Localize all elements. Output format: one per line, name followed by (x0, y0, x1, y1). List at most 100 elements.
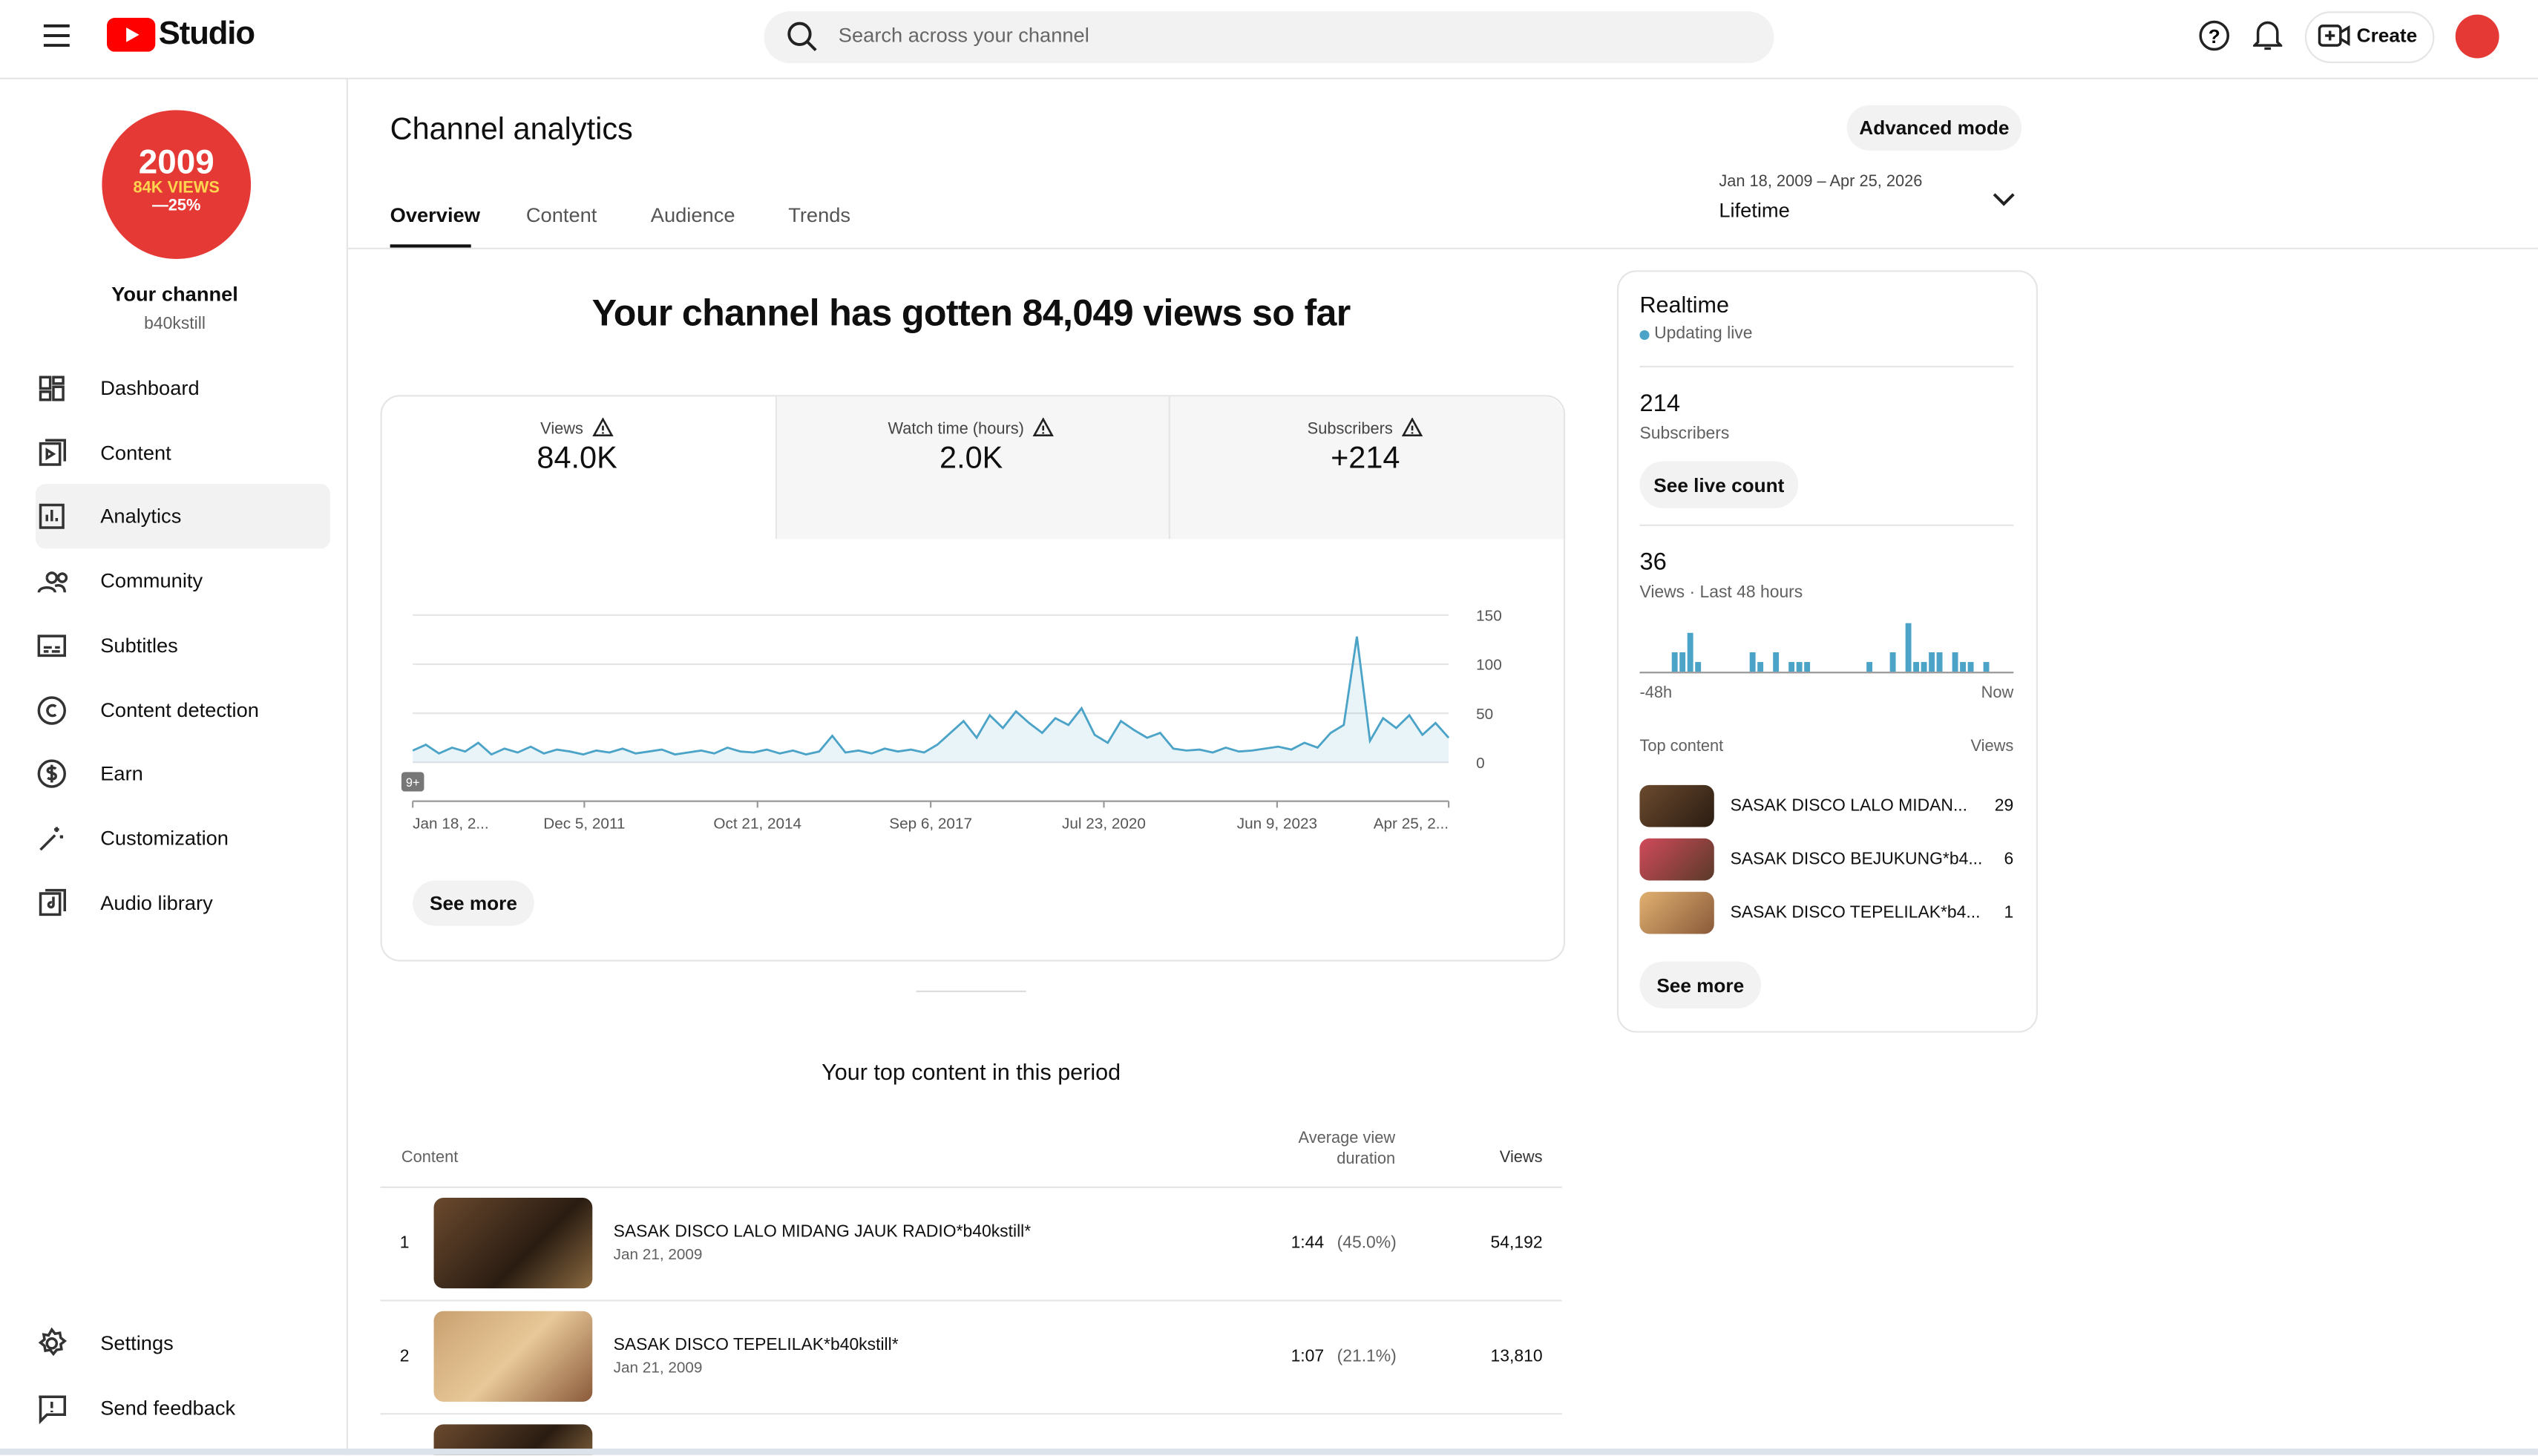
nav-item[interactable]: Content (36, 420, 330, 485)
subscriber-label: Subscribers (1639, 424, 1730, 444)
create-label: Create (2356, 24, 2418, 47)
nav-item[interactable]: Analytics (35, 485, 330, 550)
rank: 2 (399, 1346, 410, 1366)
create-button[interactable] (2304, 11, 2435, 64)
duration: 1:07 (1291, 1346, 1325, 1366)
nav-icon (37, 634, 66, 657)
nav-label: Content (100, 441, 171, 465)
avatar-percent: —25% (151, 197, 201, 216)
channel-handle: b40kstill (144, 314, 206, 334)
nav-label: Dashboard (100, 377, 200, 400)
column-header: Views (1499, 1149, 1543, 1167)
period[interactable]: Lifetime (1719, 199, 1790, 222)
nav-label: Analytics (100, 505, 182, 528)
nav-icon (38, 1327, 68, 1357)
divider (1168, 396, 1170, 540)
thumbnail[interactable] (1639, 891, 1714, 934)
views-chart: 0 50 100 150 9+ Jan 18, 2... Dec 5, 2011 Oct 21… (401, 607, 1502, 833)
x-tick-label: Dec 5, 2011 (543, 816, 625, 833)
tab[interactable]: Trends (788, 203, 851, 227)
bar (1796, 662, 1803, 672)
nav-label: Earn (100, 762, 143, 786)
account-avatar[interactable] (2455, 14, 2499, 59)
item-title[interactable]: SASAK DISCO BEJUKUNG*b4... (1730, 850, 1983, 870)
nav-item[interactable]: Earn (36, 741, 330, 806)
item-title[interactable]: SASAK DISCO TEPELILAK*b4... (1730, 903, 1981, 923)
views: 13,810 (1490, 1346, 1543, 1366)
thumbnail[interactable] (1639, 784, 1714, 827)
column-header: Average view duration (1298, 1129, 1396, 1169)
tab[interactable]: Overview (390, 203, 480, 227)
thumbnail[interactable] (433, 1311, 593, 1402)
video-title[interactable]: SASAK DISCO LALO MIDANG JAUK RADIO*b40ks… (613, 1221, 1032, 1242)
metric-value: 84.0K (537, 442, 617, 476)
help-icon[interactable]: ? (2198, 19, 2231, 52)
column-header: Content (401, 1149, 459, 1167)
warning-icon (1402, 417, 1423, 437)
nav-item[interactable]: Subtitles (36, 613, 330, 678)
bar (1905, 623, 1912, 672)
video-title[interactable]: SASAK DISCO TEPELILAK*b40kstill* (613, 1335, 899, 1355)
item-views: 1 (2004, 903, 2014, 923)
realtime-status: Updating live (1654, 324, 1753, 344)
search-box[interactable] (764, 11, 1774, 64)
metric-label: Subscribers (1169, 417, 1562, 439)
date-range[interactable]: Jan 18, 2009 – Apr 25, 2026 (1719, 173, 1923, 191)
nav-icon (37, 571, 68, 594)
views: 54,192 (1490, 1233, 1543, 1253)
tab[interactable]: Content (525, 203, 597, 227)
row-divider (380, 1413, 1562, 1415)
nav-item[interactable]: Content detection (36, 678, 330, 742)
bar (1773, 652, 1780, 672)
item-title[interactable]: SASAK DISCO LALO MIDAN... (1730, 796, 1968, 816)
bar (1967, 662, 1974, 672)
thumbnail[interactable] (1639, 838, 1714, 881)
nav-label: Settings (100, 1332, 174, 1355)
nav-item[interactable]: Community (36, 549, 330, 614)
nav-item[interactable]: Customization (36, 806, 330, 870)
realtime-title: Realtime (1639, 291, 1729, 318)
bar (1788, 662, 1795, 672)
metric-tab[interactable]: Views 84.0K (381, 417, 774, 478)
metric-label: Views (381, 417, 774, 439)
bar (1983, 662, 1990, 672)
y-tick-label: 100 (1476, 657, 1502, 674)
see-more-button[interactable]: See more (1639, 961, 1762, 1009)
nav-item[interactable]: Settings (36, 1311, 330, 1376)
avatar-views: 84K VIEWS (133, 180, 220, 198)
nav-item[interactable]: Dashboard (36, 356, 330, 421)
live-dot (1639, 329, 1650, 341)
youtube-logo[interactable] (106, 17, 156, 52)
channel-avatar[interactable]: 2009 84K VIEWS —25% (102, 110, 252, 259)
item-views: 29 (1994, 796, 2014, 816)
divider (1639, 365, 2014, 368)
menu-button[interactable] (42, 23, 71, 49)
nav-item[interactable]: Audio library (36, 870, 330, 935)
svg-text:?: ? (2209, 25, 2220, 47)
area (413, 636, 1449, 763)
badge (401, 772, 424, 792)
video-date: Jan 21, 2009 (613, 1360, 703, 1378)
nav-item[interactable]: Send feedback (36, 1375, 330, 1440)
thumbnail[interactable] (433, 1198, 593, 1289)
x-tick-label: Oct 21, 2014 (713, 816, 801, 833)
realtime-chart (1639, 623, 2014, 674)
notifications-icon[interactable] (2253, 19, 2283, 52)
headline: Your channel has gotten 84,049 views so … (591, 291, 1351, 334)
advanced-mode-button[interactable]: Advanced mode (1846, 105, 2022, 151)
nav-icon (39, 888, 66, 916)
bar (1687, 632, 1693, 672)
metric-value: 2.0K (940, 442, 1003, 476)
dropdown-icon[interactable] (1991, 191, 2017, 207)
see-live-count-button[interactable]: See live count (1639, 461, 1799, 508)
duration-percent: (21.1%) (1337, 1346, 1397, 1366)
line (412, 636, 1450, 756)
x-tick-label: Sep 6, 2017 (889, 816, 972, 833)
bar (1952, 652, 1958, 672)
metric-tab[interactable]: Subscribers +214 (1169, 417, 1562, 478)
tab[interactable]: Audience (650, 203, 735, 227)
metric-tab[interactable]: Watch time (hours) 2.0K (775, 417, 1168, 478)
views-header: Views (1970, 738, 2014, 756)
nav-icon (39, 504, 65, 530)
see-more-button[interactable]: See more (413, 880, 534, 926)
